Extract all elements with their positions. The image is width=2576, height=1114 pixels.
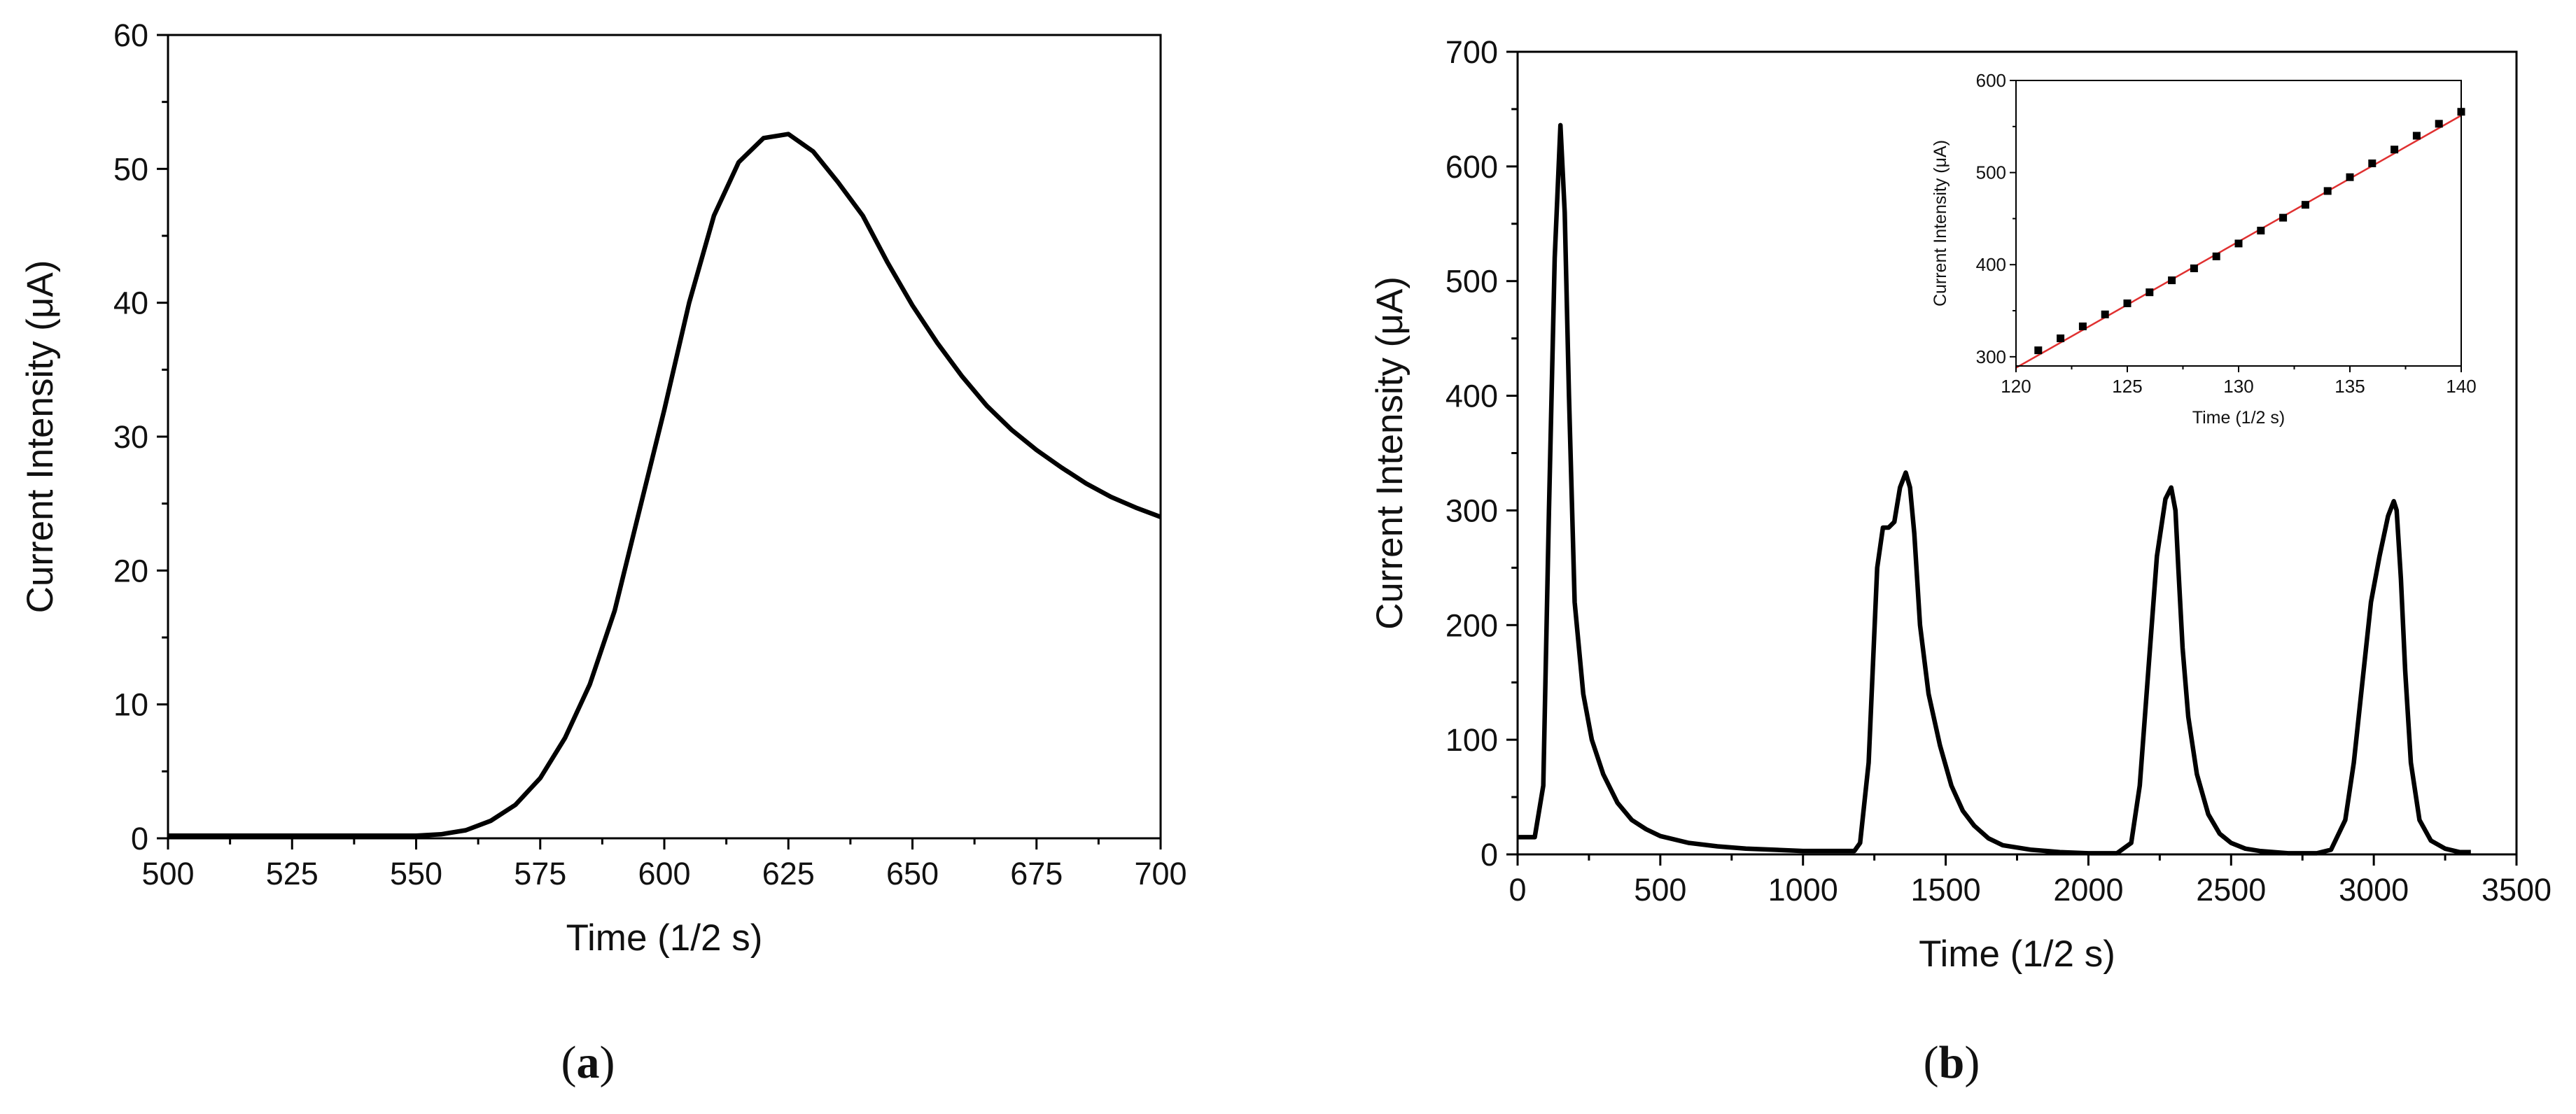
inset-x-tick-label: 120 bbox=[2001, 376, 2031, 397]
chart-a-x-tick-label: 700 bbox=[1134, 856, 1186, 891]
inset-data-point bbox=[2057, 334, 2065, 343]
inset-data-point bbox=[2146, 288, 2154, 297]
inset-data-point bbox=[2323, 187, 2332, 195]
inset-x-tick-label: 130 bbox=[2223, 376, 2253, 397]
chart-b-x-tick-label: 1500 bbox=[1911, 872, 1981, 908]
inset-data-point bbox=[2390, 146, 2399, 154]
chart-a-x-tick-label: 500 bbox=[141, 856, 194, 891]
chart-b-y-tick-label: 0 bbox=[1480, 837, 1498, 873]
inset-x-tick-label: 125 bbox=[2112, 376, 2142, 397]
chart-b: 0 500 1000 1500 2000 2500 3000 3500 0 100 200 300 40… bbox=[1369, 34, 2552, 975]
chart-b-x-tick-label: 0 bbox=[1508, 872, 1526, 908]
inset-background bbox=[2016, 80, 2461, 366]
inset-data-point bbox=[2034, 346, 2043, 355]
chart-a-y-tick-label: 50 bbox=[113, 151, 148, 187]
chart-b-y-tick-label: 500 bbox=[1446, 264, 1498, 299]
inset-data-point bbox=[2123, 299, 2132, 308]
inset-x-tick-label: 140 bbox=[2446, 376, 2476, 397]
chart-a: 500 525 550 575 600 625 650 675 700 0 10 20 30 40 50 60… bbox=[20, 17, 1187, 959]
chart-a-x-tick-label: 600 bbox=[638, 856, 690, 891]
chart-b-y-tick-label: 200 bbox=[1446, 607, 1498, 643]
chart-b-y-tick-label: 300 bbox=[1446, 493, 1498, 528]
chart-a-x-tick-label: 675 bbox=[1010, 856, 1063, 891]
chart-a-y-tick-label: 10 bbox=[113, 687, 148, 723]
chart-b-y-tick-label: 700 bbox=[1446, 34, 1498, 70]
inset-data-point bbox=[2257, 227, 2265, 235]
chart-a-y-axis-label: Current Intensity (μA) bbox=[20, 260, 61, 614]
inset-x-axis-label: Time (1/2 s) bbox=[2192, 408, 2285, 428]
chart-a-plot-frame bbox=[167, 34, 1162, 840]
panel-label-a: (a) bbox=[561, 1037, 615, 1088]
chart-a-x-tick-label: 625 bbox=[762, 856, 815, 891]
chart-a-y-tick-label: 60 bbox=[113, 17, 148, 53]
chart-b-x-tick-label: 2500 bbox=[2196, 872, 2266, 908]
chart-a-y-tick-label: 0 bbox=[131, 821, 148, 856]
inset-y-tick-label: 600 bbox=[1976, 70, 2006, 91]
chart-b-y-axis-label: Current Intensity (μA) bbox=[1369, 276, 1410, 630]
inset-data-point bbox=[2101, 310, 2109, 318]
inset-data-point bbox=[2346, 173, 2354, 181]
chart-b-x-tick-label: 3500 bbox=[2482, 872, 2552, 908]
chart-b-x-tick-label: 3000 bbox=[2339, 872, 2409, 908]
inset-data-point bbox=[2279, 213, 2288, 222]
chart-b-x-tick-label: 500 bbox=[1634, 872, 1686, 908]
inset-y-tick-label: 300 bbox=[1976, 346, 2006, 367]
chart-a-y-tick-label: 30 bbox=[113, 419, 148, 455]
chart-b-x-axis-label: Time (1/2 s) bbox=[1919, 933, 2115, 975]
chart-b-y-tick-label: 400 bbox=[1446, 379, 1498, 414]
chart-b-y-tick-label: 100 bbox=[1446, 722, 1498, 758]
panel-label-b: (b) bbox=[1924, 1037, 1980, 1088]
inset-data-point bbox=[2212, 252, 2220, 260]
inset-data-point bbox=[2435, 120, 2443, 128]
chart-b-y-tick-label: 600 bbox=[1446, 149, 1498, 185]
chart-a-y-tick-label: 40 bbox=[113, 285, 148, 321]
inset-y-tick-label: 500 bbox=[1976, 162, 2006, 183]
inset-data-point bbox=[2168, 276, 2176, 285]
inset-data-point bbox=[2078, 322, 2087, 330]
inset-data-point bbox=[2301, 201, 2309, 209]
chart-b-x-tick-label: 1000 bbox=[1768, 872, 1838, 908]
inset-y-axis-label: Current Intensity (μA) bbox=[1931, 140, 1950, 306]
inset-data-point bbox=[2190, 264, 2198, 272]
chart-a-y-tick-label: 20 bbox=[113, 553, 148, 588]
chart-b-inset: 120 125 130 135 140 300 400 500 600 Time (1/2 s)… bbox=[1931, 70, 2477, 428]
inset-x-tick-label: 135 bbox=[2334, 376, 2365, 397]
chart-a-series-line bbox=[168, 132, 1162, 838]
chart-b-series-line bbox=[1518, 122, 2471, 856]
inset-data-point bbox=[2368, 159, 2376, 167]
chart-a-x-tick-label: 550 bbox=[390, 856, 442, 891]
inset-data-point bbox=[2234, 239, 2243, 248]
chart-a-x-tick-label: 650 bbox=[886, 856, 939, 891]
inset-y-tick-label: 400 bbox=[1976, 254, 2006, 275]
chart-a-x-axis-label: Time (1/2 s) bbox=[566, 917, 763, 959]
inset-data-point bbox=[2412, 132, 2421, 140]
chart-a-x-tick-label: 525 bbox=[266, 856, 318, 891]
chart-a-x-tick-label: 575 bbox=[514, 856, 566, 891]
chart-b-x-tick-label: 2000 bbox=[2053, 872, 2123, 908]
